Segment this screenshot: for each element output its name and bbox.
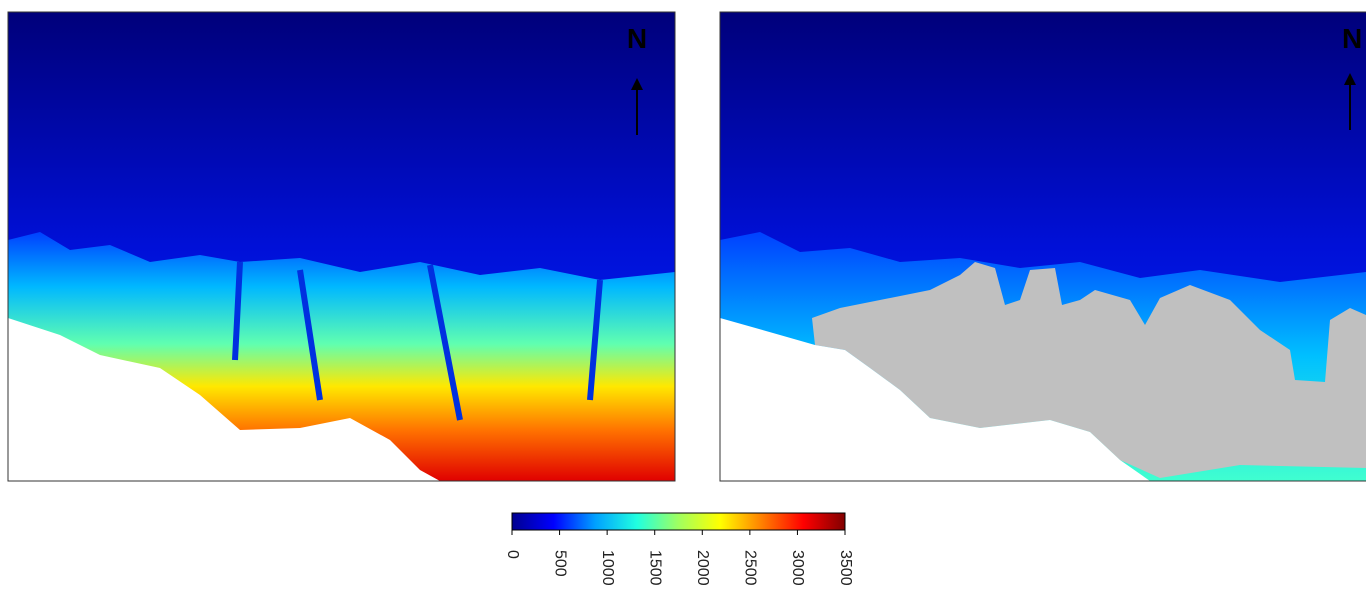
north-label: N [1342,23,1362,54]
map-panel-right: N [720,12,1366,481]
panel-frame [7,11,676,482]
colorbar: 0 500 1000 1500 2000 2500 3000 3500 [504,512,854,586]
colorbar-tick-label: 500 [551,550,568,577]
masked-area [812,262,1366,478]
colorbar-tick-label: 2500 [742,550,759,586]
north-label: N [627,23,647,54]
colorbar-tick-label: 3500 [837,550,854,586]
north-arrow-head [631,78,643,90]
colorbar-tick-label: 1500 [646,550,663,586]
no-data-area [720,318,1150,481]
colorbar-tick-label: 1000 [599,550,616,586]
no-data-area [8,318,440,481]
map-panel-left: N [8,12,675,481]
valley [232,261,603,421]
panel-frame [719,11,1366,482]
north-arrow-head [1344,73,1356,85]
colorbar-tick-label: 0 [504,550,521,559]
colorbar-ramp [511,512,846,531]
colorbar-tick-label: 3000 [789,550,806,586]
colorbar-tick-label: 2000 [694,550,711,586]
